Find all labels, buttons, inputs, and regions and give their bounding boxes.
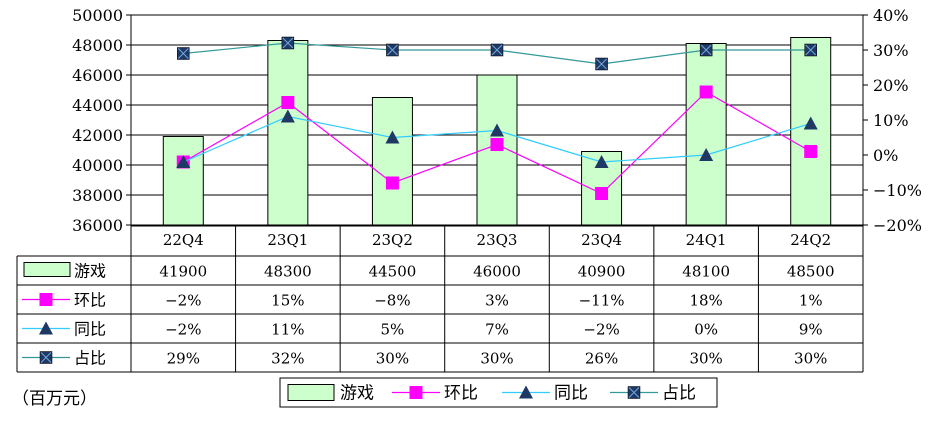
point-环比-24Q1 [699, 85, 713, 99]
table-cell: −2% [583, 321, 619, 339]
left-axis-tick-label: 36000 [72, 216, 123, 235]
right-axis-tick-label: 0% [873, 146, 898, 165]
legend-key-marker-环比 [409, 386, 423, 399]
point-同比-24Q2 [803, 116, 818, 130]
point-环比-24Q2 [804, 145, 818, 158]
table-cell: 30% [480, 350, 513, 368]
legend-key-marker-同比 [519, 385, 533, 399]
table-cell: 48300 [264, 263, 312, 281]
right-axis-tick-label: 30% [873, 41, 909, 60]
row-header-游戏: 游戏 [74, 262, 106, 281]
table-cell: 29% [167, 350, 200, 368]
left-axis-tick-label: 48000 [72, 36, 123, 55]
table-cell: 30% [794, 350, 827, 368]
point-环比-23Q2 [385, 176, 399, 190]
table-cell: 48500 [787, 263, 835, 281]
row-key-游戏 [23, 262, 71, 277]
row-key-marker-占比-cross [40, 352, 52, 363]
point-占比-23Q1-cross [282, 37, 294, 49]
table-cell: 18% [689, 292, 722, 310]
row-header-占比: 占比 [74, 349, 106, 368]
table-cell: 5% [381, 321, 405, 339]
category-label: 24Q2 [790, 231, 831, 249]
point-同比-23Q2 [385, 130, 400, 144]
table-cell: 40900 [578, 263, 626, 281]
left-axis-tick-label: 40000 [72, 156, 123, 175]
category-label: 24Q1 [686, 231, 727, 249]
table-cell: −2% [165, 321, 201, 339]
left-axis-tick-label: 42000 [72, 126, 123, 145]
right-axis-tick-label: 10% [873, 111, 909, 130]
row-key-marker-同比 [39, 321, 53, 335]
table-cell: 9% [799, 321, 823, 339]
legend-label-游戏: 游戏 [340, 384, 374, 404]
point-占比-24Q2-cross [805, 44, 817, 56]
right-axis-tick-label: 20% [873, 76, 909, 95]
point-同比-23Q3 [490, 123, 504, 137]
legend-label-占比: 占比 [662, 384, 696, 404]
legend-label-环比: 环比 [444, 384, 478, 404]
right-axis-tick-label: −20% [873, 216, 922, 235]
right-axis-tick-label: 40% [873, 6, 909, 25]
point-同比-22Q4 [176, 155, 191, 168]
table-cell: 32% [271, 350, 304, 368]
point-环比-23Q3 [490, 138, 504, 151]
bar-24Q2 [790, 37, 832, 226]
point-同比-23Q1 [280, 109, 295, 123]
left-axis-tick-label: 38000 [72, 186, 123, 205]
left-axis-tick-label: 44000 [72, 96, 123, 115]
table-cell: 41900 [159, 263, 207, 281]
table-cell: 26% [585, 350, 618, 368]
table-cell: 30% [376, 350, 409, 368]
point-占比-23Q4-cross [596, 58, 607, 70]
table-cell: −2% [165, 292, 201, 310]
left-axis-tick-label: 46000 [72, 66, 123, 85]
legend-key-游戏 [287, 384, 335, 401]
point-同比-23Q4 [594, 155, 609, 168]
left-axis-tick-label: 50000 [72, 6, 123, 25]
bar-22Q4 [162, 136, 204, 226]
bar-23Q1 [267, 40, 309, 226]
bar-24Q1 [685, 43, 727, 226]
legend-label-同比: 同比 [554, 384, 588, 404]
category-label: 23Q2 [372, 231, 413, 249]
table-cell: 0% [694, 321, 718, 339]
table-cell: −11% [579, 292, 625, 310]
category-label: 22Q4 [163, 231, 204, 249]
point-占比-23Q2-cross [387, 44, 398, 56]
legend-key-marker-占比-cross [628, 387, 640, 398]
table-cell: 44500 [369, 263, 417, 281]
unit-note: （百万元） [12, 389, 97, 409]
row-key-marker-环比 [39, 293, 53, 306]
table-cell: 11% [271, 321, 304, 339]
table-cell: 3% [485, 292, 509, 310]
category-label: 23Q4 [581, 231, 622, 249]
point-占比-22Q4-cross [177, 48, 189, 59]
category-label: 23Q1 [267, 231, 308, 249]
point-同比-24Q1 [699, 148, 714, 161]
table-cell: −8% [374, 292, 410, 310]
plot-frame [130, 14, 864, 226]
point-环比-23Q4 [595, 187, 609, 200]
table-cell: 7% [485, 321, 509, 339]
right-axis-tick-label: −10% [873, 181, 922, 200]
bar-23Q2 [371, 97, 413, 226]
table-cell: 15% [271, 292, 304, 310]
row-header-环比: 环比 [74, 291, 106, 310]
point-环比-23Q1 [281, 96, 295, 109]
table-cell: 30% [689, 350, 722, 368]
table-cell: 48100 [682, 263, 730, 281]
table-cell: 46000 [473, 263, 521, 281]
table-cell: 1% [799, 292, 823, 310]
category-label: 23Q3 [477, 231, 518, 249]
row-header-同比: 同比 [74, 320, 106, 339]
point-占比-23Q3-cross [491, 44, 503, 56]
point-占比-24Q1-cross [700, 44, 712, 56]
